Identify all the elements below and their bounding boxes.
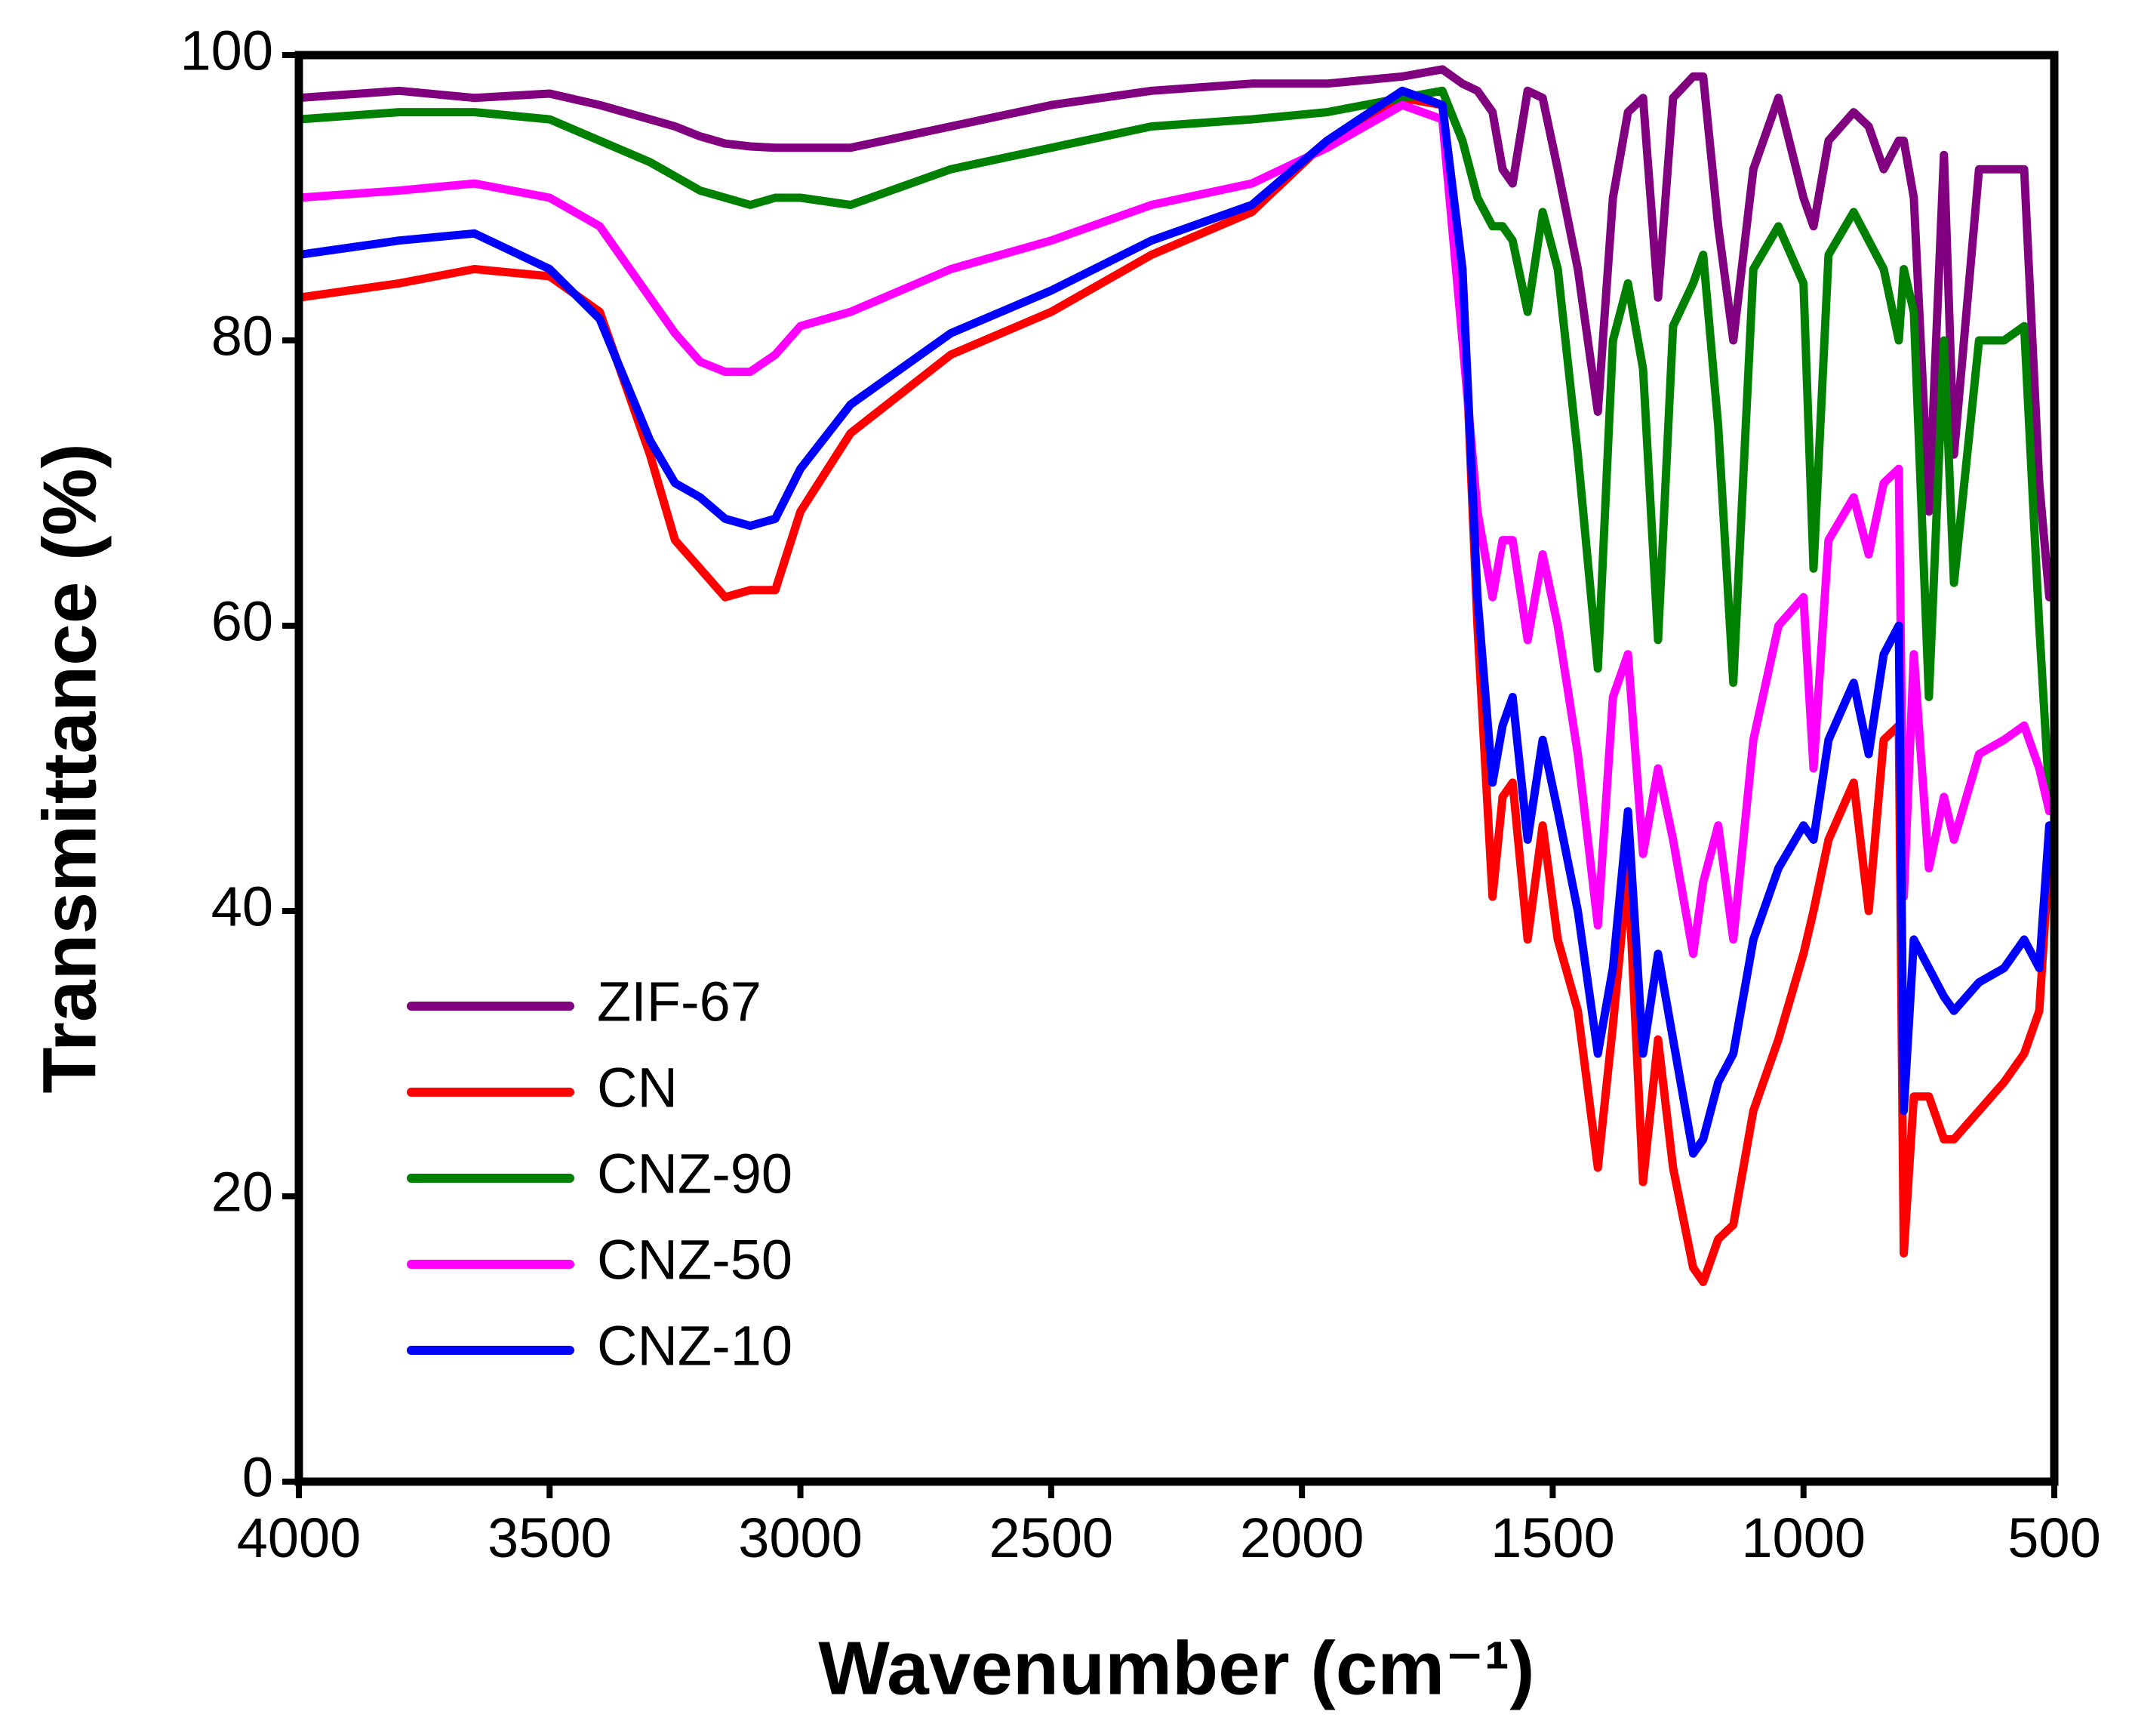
series-line: [294, 86, 2054, 802]
y-tick-label: 100: [180, 20, 273, 82]
x-tick-label: 3500: [488, 1507, 612, 1569]
y-tick-label: 40: [211, 876, 273, 938]
y-tick-label: 0: [242, 1446, 273, 1509]
x-tick-label: 1000: [1741, 1507, 1866, 1569]
series-line: [294, 65, 2054, 602]
y-axis-label: Transmittance (%): [27, 443, 112, 1093]
legend-label: CNZ-90: [597, 1143, 792, 1205]
series-line: [294, 86, 2054, 1158]
x-tick-label: 4000: [237, 1507, 361, 1569]
legend-label: ZIF-67: [597, 971, 761, 1033]
x-tick-label: 1500: [1491, 1507, 1615, 1569]
x-tick-label: 500: [2007, 1507, 2100, 1569]
x-tick-label: 3000: [738, 1507, 863, 1569]
legend-label: CNZ-50: [597, 1229, 792, 1291]
y-tick-label: 20: [211, 1161, 273, 1224]
y-tick-label: 80: [211, 305, 273, 368]
legend-label: CN: [597, 1057, 678, 1119]
x-axis-label: Wavenumber (cm⁻¹): [818, 1626, 1534, 1710]
legend-label: CNZ-10: [597, 1315, 792, 1377]
plot-frame: [294, 51, 2059, 1486]
x-tick-label: 2500: [989, 1507, 1114, 1569]
x-tick-label: 2000: [1240, 1507, 1364, 1569]
y-tick-label: 60: [211, 590, 273, 653]
